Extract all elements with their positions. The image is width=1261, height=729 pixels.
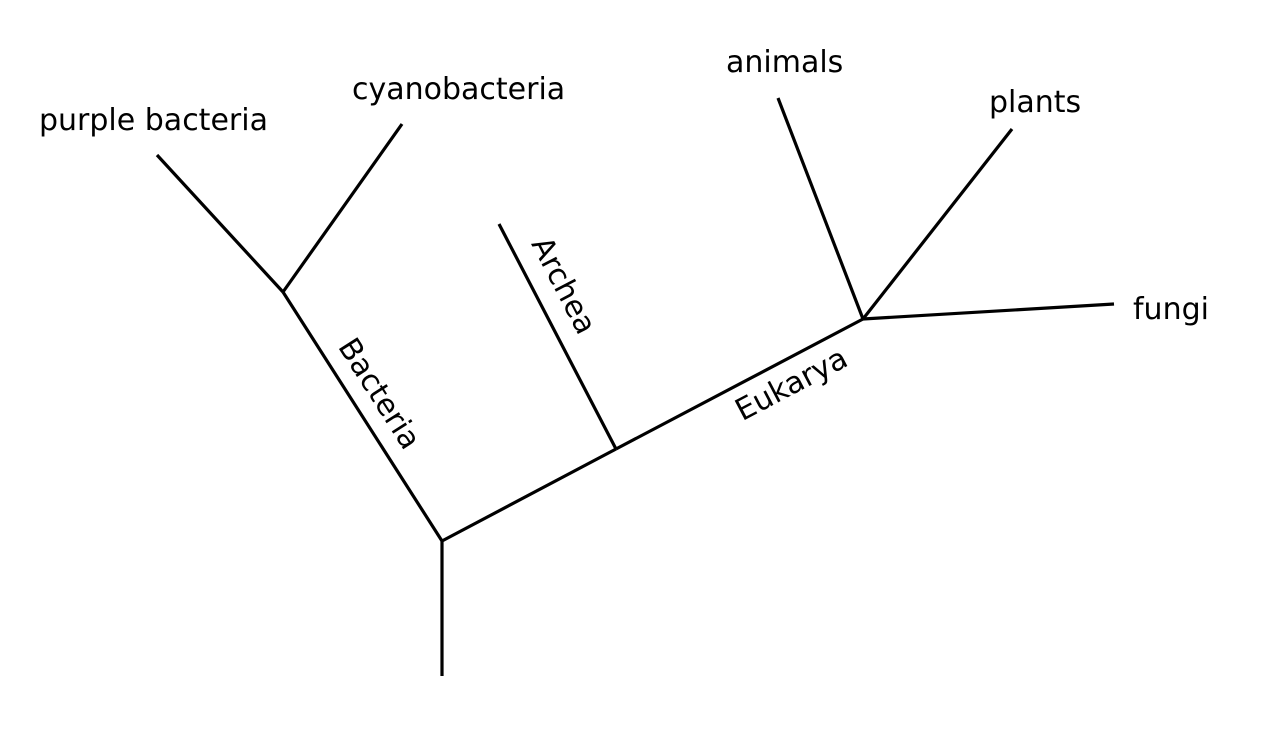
clade-label-archea: Archea (524, 231, 603, 340)
clade-label-bacteria: Bacteria (331, 332, 428, 456)
plants-branch (861, 128, 1014, 320)
clade-label-eukarya: Eukarya (730, 341, 854, 429)
cyanobacteria-branch (281, 123, 404, 293)
eukarya-branch (615, 317, 864, 451)
trunk-branch (441, 447, 617, 543)
tip-label-cyanobacteria: cyanobacteria (352, 72, 565, 107)
bacteria-branch (281, 291, 444, 542)
fungi-branch (862, 302, 1115, 321)
tip-label-animals: animals (726, 45, 843, 80)
archea-branch (497, 223, 618, 450)
tip-label-fungi: fungi (1133, 292, 1209, 327)
purple-bacteria-branch (155, 153, 285, 294)
tip-label-purple-bacteria: purple bacteria (39, 103, 268, 138)
animals-branch (776, 97, 865, 320)
tip-label-plants: plants (989, 85, 1081, 120)
